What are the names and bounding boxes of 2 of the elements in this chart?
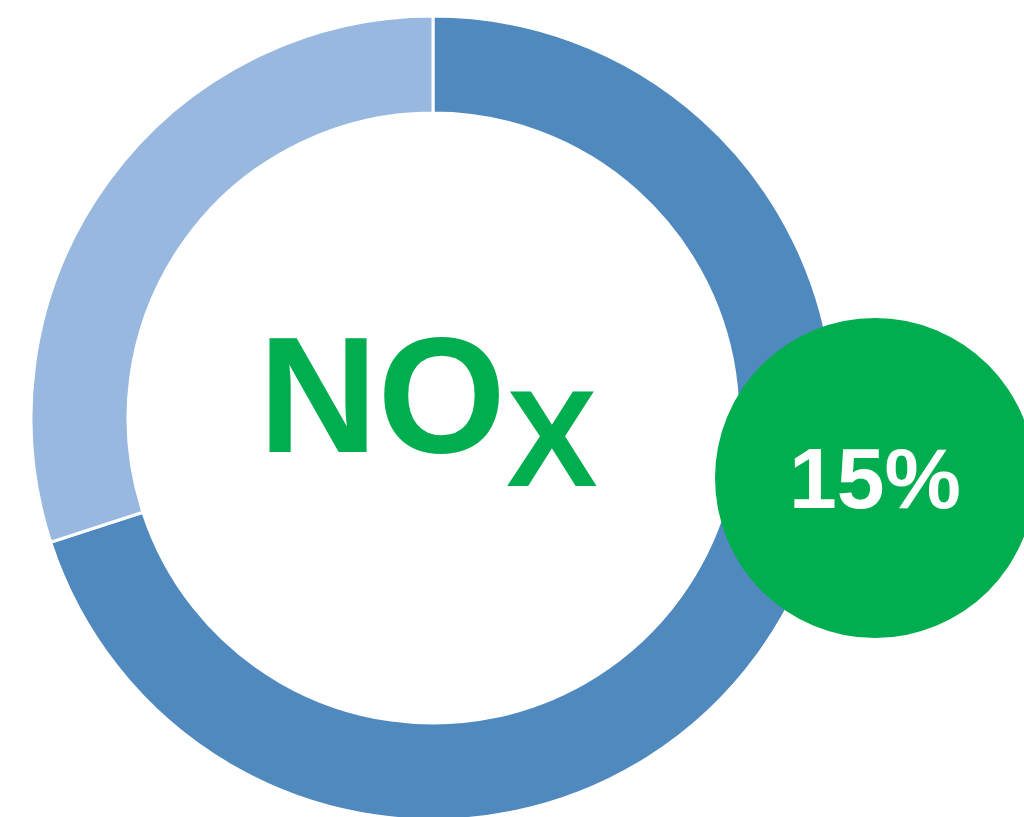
text: 15% — [787, 430, 963, 526]
text: NO$_{X}$ — [257, 303, 599, 517]
